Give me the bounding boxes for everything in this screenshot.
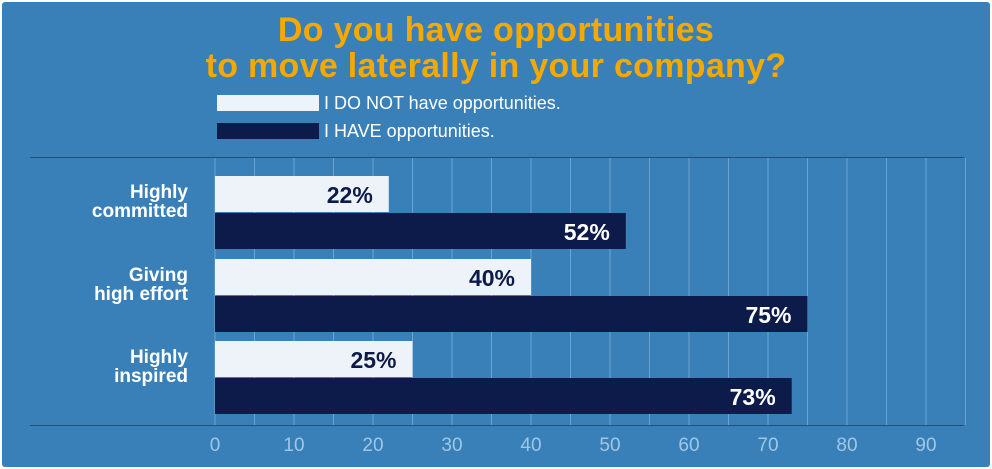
legend-swatch-have <box>217 123 319 139</box>
x-tick-label-10: 10 <box>283 435 304 456</box>
x-tick-label-30: 30 <box>441 435 462 456</box>
x-tick-label-90: 90 <box>915 435 936 456</box>
category-label-highly-committed: Highly committed <box>91 182 188 222</box>
legend-label-have: I HAVE opportunities. <box>324 121 495 141</box>
legend-swatch-not-have <box>217 95 319 111</box>
x-tick-label-70: 70 <box>757 435 778 456</box>
value-label-giving-high-effort-not-have: 40% <box>469 265 515 291</box>
x-tick-label-80: 80 <box>836 435 857 456</box>
bar-highly-committed-have <box>215 213 626 249</box>
value-label-giving-high-effort-have: 75% <box>745 302 791 328</box>
value-label-highly-committed-not-have: 22% <box>327 182 373 208</box>
value-label-highly-inspired-not-have: 25% <box>350 347 396 373</box>
bar-highly-inspired-have <box>215 378 792 414</box>
legend-label-not-have: I DO NOT have opportunities. <box>324 93 561 113</box>
bar-highly-committed-not-have <box>215 176 389 212</box>
plot-bottom-rule <box>30 425 964 426</box>
bar-giving-high-effort-have <box>215 296 808 332</box>
category-label-highly-inspired: Highly inspired <box>114 347 188 387</box>
chart-title-line-2: to move laterally in your company? <box>205 47 787 85</box>
chart-title-line-1: Do you have opportunities <box>277 11 715 49</box>
x-tick-label-20: 20 <box>362 435 383 456</box>
bar-highly-inspired-not-have <box>215 341 413 377</box>
value-label-highly-inspired-have: 73% <box>730 384 776 410</box>
x-tick-label-60: 60 <box>678 435 699 456</box>
bar-giving-high-effort-not-have <box>215 259 531 295</box>
x-tick-label-0: 0 <box>210 435 221 456</box>
plot-top-rule <box>30 157 964 158</box>
x-tick-label-40: 40 <box>520 435 541 456</box>
category-label-giving-high-effort: Giving high effort <box>94 265 188 305</box>
value-label-highly-committed-have: 52% <box>564 219 610 245</box>
x-tick-label-50: 50 <box>599 435 620 456</box>
